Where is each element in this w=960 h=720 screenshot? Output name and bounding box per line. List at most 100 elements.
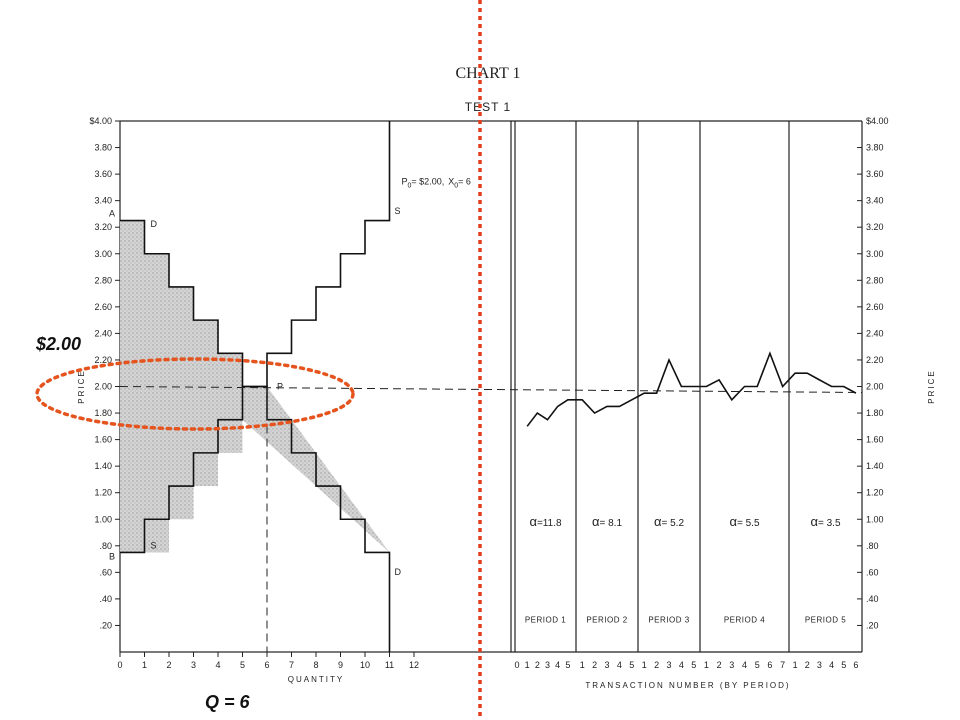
alpha-value: = 8.1 — [599, 518, 622, 529]
transaction-x-tick-label: 3 — [817, 660, 822, 670]
quantity-x-tick-label: 9 — [338, 660, 343, 670]
transaction-x-tick-label: 4 — [829, 660, 834, 670]
period-alpha-label: α= 8.1 — [592, 514, 622, 529]
quantity-x-tick-label: 8 — [313, 660, 318, 670]
left-y-tick-label: .20 — [99, 620, 112, 630]
transaction-x-tick-label: 4 — [617, 660, 622, 670]
transaction-x-tick-label: 3 — [545, 660, 550, 670]
right-y-tick-label: 2.60 — [866, 302, 884, 312]
transaction-x-tick-label: 4 — [555, 660, 560, 670]
transaction-x-tick-label: 1 — [704, 660, 709, 670]
right-y-tick-label: 1.00 — [866, 514, 884, 524]
right-y-tick-label: 1.20 — [866, 488, 884, 498]
quantity-x-tick-label: 6 — [264, 660, 269, 670]
quantity-annotation: Q = 6 — [205, 692, 251, 712]
alpha-value: = 5.2 — [661, 518, 684, 529]
transaction-panel: $4.003.803.603.403.203.002.802.602.402.2… — [511, 116, 936, 690]
equilibrium-price-line — [119, 386, 863, 393]
left-y-tick-label: 3.80 — [94, 143, 112, 153]
transaction-x-tick-label: 1 — [580, 660, 585, 670]
transaction-x-tick-label: 1 — [525, 660, 530, 670]
transaction-x-tick-label: 4 — [742, 660, 747, 670]
right-y-tick-label: .80 — [866, 541, 879, 551]
alpha-value: = 3.5 — [818, 518, 841, 529]
right-y-tick-label: 3.80 — [866, 143, 884, 153]
quantity-x-tick-label: 2 — [166, 660, 171, 670]
price-annotation: $2.00 — [35, 334, 81, 354]
right-y-axis-label: PRICE — [927, 369, 936, 403]
demand-label-bottom: D — [395, 567, 402, 577]
transaction-x-tick-label: 2 — [592, 660, 597, 670]
demand-label-top: D — [151, 219, 158, 229]
right-y-tick-label: 1.60 — [866, 435, 884, 445]
quantity-x-tick-label: 7 — [289, 660, 294, 670]
left-y-tick-label: 2.60 — [94, 302, 112, 312]
alpha-symbol: α — [592, 514, 600, 529]
quantity-x-tick-label: 10 — [360, 660, 370, 670]
transaction-x-tick-label: 3 — [729, 660, 734, 670]
equilibrium-point-label: P — [277, 382, 283, 392]
period-label: PERIOD 5 — [805, 615, 846, 624]
transaction-x-tick-label: 5 — [755, 660, 760, 670]
left-y-tick-label: 1.60 — [94, 435, 112, 445]
quantity-x-tick-label: 4 — [215, 660, 220, 670]
left-y-tick-label: 3.60 — [94, 169, 112, 179]
transaction-x-tick-label: 5 — [841, 660, 846, 670]
transaction-x-tick-label: 4 — [679, 660, 684, 670]
right-y-tick-label: $4.00 — [866, 116, 889, 126]
transaction-x-tick-label: 2 — [805, 660, 810, 670]
quantity-x-tick-label: 5 — [240, 660, 245, 670]
eq-x-value: = 6 — [458, 177, 471, 187]
point-label-a: A — [109, 209, 115, 219]
price-annotation-bg — [34, 330, 94, 356]
left-y-tick-label: 2.40 — [94, 328, 112, 338]
alpha-symbol: α — [654, 514, 662, 529]
equilibrium-values-label: P0= $2.00, X0= 6 — [402, 177, 471, 190]
transaction-x-tick-label: 3 — [604, 660, 609, 670]
annotation-overlay: $2.00 Q = 6 — [34, 0, 482, 720]
chart-subtitle: TEST 1 — [465, 100, 511, 114]
transaction-x-tick-label: 7 — [780, 660, 785, 670]
transaction-price-line — [526, 351, 857, 427]
eq-p-value: = $2.00, — [411, 177, 444, 187]
right-y-tick-label: 2.40 — [866, 328, 884, 338]
left-y-tick-label: 2.20 — [94, 355, 112, 365]
left-y-axis-label: PRICE — [77, 369, 86, 403]
quantity-x-axis-label: QUANTITY — [288, 675, 344, 684]
eq-p-symbol: P — [402, 177, 408, 187]
right-y-tick-label: 3.60 — [866, 169, 884, 179]
period-alpha-label: α= 3.5 — [810, 514, 840, 529]
transaction-x-tick-label: 3 — [666, 660, 671, 670]
eq-x-symbol: X — [448, 177, 454, 187]
right-y-tick-label: .40 — [866, 594, 879, 604]
period-alpha-label: α= 5.5 — [729, 514, 759, 529]
quantity-x-tick-label: 12 — [409, 660, 419, 670]
right-y-tick-label: 3.40 — [866, 196, 884, 206]
transaction-x-tick-label: 1 — [793, 660, 798, 670]
alpha-value: =11.8 — [537, 518, 562, 529]
right-y-tick-label: 2.00 — [866, 382, 884, 392]
supply-label-bottom: S — [151, 540, 157, 550]
left-y-tick-label: 3.00 — [94, 249, 112, 259]
transaction-x-tick-label: 6 — [767, 660, 772, 670]
left-y-tick-label: 2.80 — [94, 275, 112, 285]
alpha-symbol: α — [529, 514, 537, 529]
right-y-tick-label: 2.20 — [866, 355, 884, 365]
transaction-x-tick-label: 5 — [691, 660, 696, 670]
left-y-tick-label: 2.00 — [94, 382, 112, 392]
eq-p-subscript: 0 — [408, 183, 412, 190]
transaction-x-tick-label: 2 — [654, 660, 659, 670]
period-alpha-label: α=11.8 — [529, 514, 562, 529]
period-label: PERIOD 3 — [648, 615, 689, 624]
quantity-x-tick-label: 11 — [385, 660, 394, 670]
left-y-tick-label: $4.00 — [89, 116, 112, 126]
left-y-tick-label: 1.20 — [94, 488, 112, 498]
left-y-tick-label: 1.40 — [94, 461, 112, 471]
transaction-x-tick-label: 1 — [642, 660, 647, 670]
right-y-tick-label: 3.20 — [866, 222, 884, 232]
left-y-tick-label: 3.40 — [94, 196, 112, 206]
left-y-tick-label: .60 — [99, 567, 112, 577]
transaction-x-tick-label: 6 — [853, 660, 858, 670]
right-y-tick-label: 1.40 — [866, 461, 884, 471]
right-y-tick-label: 2.80 — [866, 275, 884, 285]
